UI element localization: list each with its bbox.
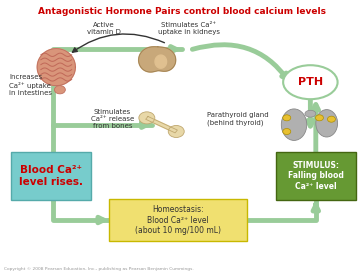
Polygon shape — [146, 116, 178, 133]
Text: Blood Ca²⁺
level rises.: Blood Ca²⁺ level rises. — [19, 165, 83, 187]
Text: Increases
Ca²⁺ uptake
in intestines: Increases Ca²⁺ uptake in intestines — [9, 74, 52, 96]
Text: Homeostasis:
Blood Ca²⁺ level
(about 10 mg/100 mL): Homeostasis: Blood Ca²⁺ level (about 10 … — [135, 205, 221, 235]
Text: Stimulates Ca²⁺
uptake in kidneys: Stimulates Ca²⁺ uptake in kidneys — [158, 22, 220, 35]
Ellipse shape — [316, 110, 338, 137]
Text: Parathyroid gland
(behind thyroid): Parathyroid gland (behind thyroid) — [207, 112, 269, 126]
Ellipse shape — [54, 85, 65, 94]
Text: STIMULUS:
Falling blood
Ca²⁺ level: STIMULUS: Falling blood Ca²⁺ level — [288, 161, 344, 191]
Circle shape — [168, 125, 184, 138]
Text: Stimulates
Ca²⁺ release
from bones: Stimulates Ca²⁺ release from bones — [91, 109, 134, 129]
FancyBboxPatch shape — [109, 199, 247, 241]
FancyBboxPatch shape — [276, 152, 356, 200]
Circle shape — [283, 115, 291, 121]
Text: Copyright © 2008 Pearson Education, Inc., publishing as Pearson Benjamin Cumming: Copyright © 2008 Pearson Education, Inc.… — [4, 267, 193, 271]
Ellipse shape — [281, 109, 307, 140]
Text: Active
vitamin D: Active vitamin D — [86, 22, 121, 35]
Circle shape — [315, 115, 323, 121]
Ellipse shape — [283, 65, 338, 99]
Circle shape — [283, 129, 291, 135]
Polygon shape — [37, 49, 76, 85]
FancyBboxPatch shape — [11, 152, 91, 200]
Ellipse shape — [305, 110, 316, 117]
Text: Antagonistic Hormone Pairs control blood calcium levels: Antagonistic Hormone Pairs control blood… — [37, 7, 326, 16]
Polygon shape — [139, 47, 176, 72]
Circle shape — [139, 112, 155, 124]
Polygon shape — [155, 55, 167, 68]
Circle shape — [327, 116, 335, 122]
Text: PTH: PTH — [298, 77, 323, 87]
